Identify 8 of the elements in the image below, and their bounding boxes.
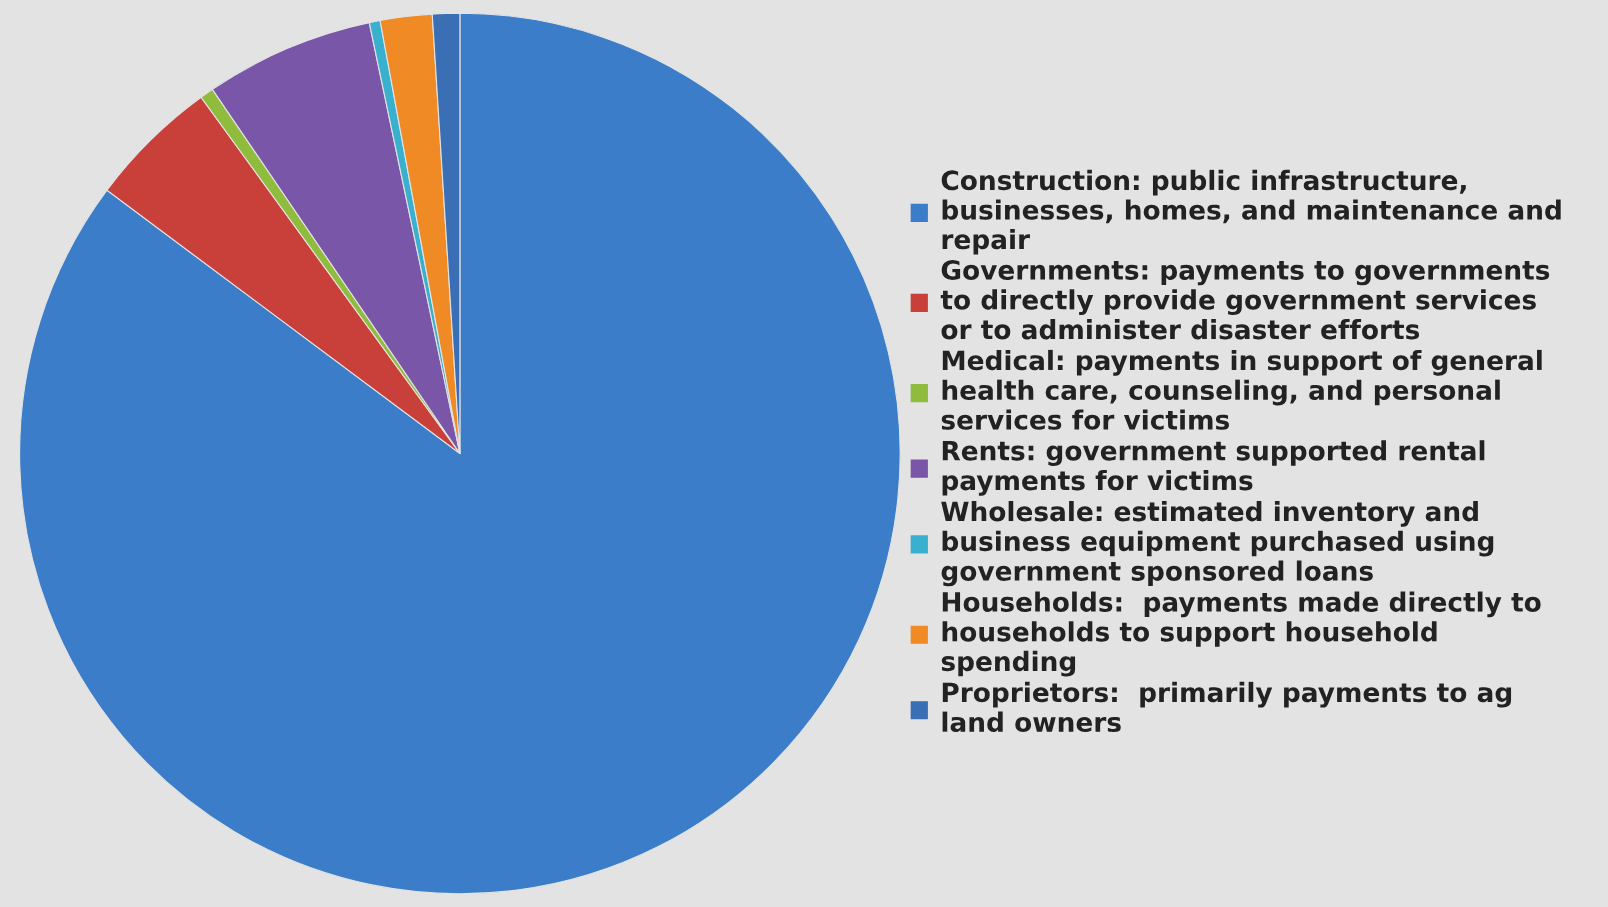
legend-label: Governments: payments to governments to directly provide government services or to administer disaster efforts	[940, 260, 1550, 340]
legend-label: Households: payments made directly to households to support household spending	[941, 591, 1541, 677]
legend-label: Construction: public infrastructure, businesses, homes, and maintenance and repair	[941, 169, 1561, 255]
legend-label: Proprietors: primarily payments to ag land owners	[942, 681, 1512, 733]
legend-label: Wholesale: estimated inventory and business equipment purchased using government sponsored loans	[941, 500, 1494, 587]
legend-label: Medical: payments in support of general health care, counseling, and personal services for victims	[941, 349, 1542, 430]
pie-slice	[19, 12, 901, 895]
legend-label: Rents: government supported rental payments for victims	[942, 440, 1485, 496]
